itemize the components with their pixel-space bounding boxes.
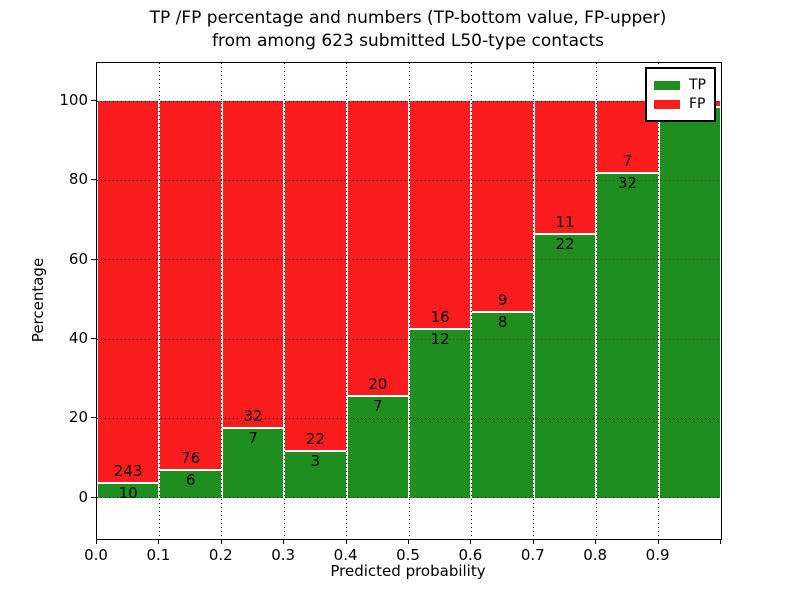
chart-title-line1: TP /FP percentage and numbers (TP-bottom…: [149, 8, 667, 28]
y-tick-mark: [91, 338, 96, 340]
bar-segment-tp: [159, 468, 222, 498]
y-tick-mark: [91, 258, 96, 260]
x-tick-mark: [283, 539, 285, 544]
tp-count-label: 12: [430, 329, 450, 348]
x-tick-mark: [158, 539, 160, 544]
y-tick-label: 40: [68, 329, 88, 348]
y-tick-label: 80: [68, 170, 88, 189]
bar-segment-tp: [284, 450, 347, 498]
tp-count-label: 7: [373, 396, 383, 415]
fp-count-label: 11: [555, 213, 575, 232]
x-tick-label: 0.7: [520, 546, 545, 564]
fp-count-label: 7: [622, 152, 633, 171]
x-tick-mark: [532, 539, 534, 544]
bar-segment-fp: [471, 101, 534, 312]
tp-count-label: 8: [497, 313, 508, 332]
bar-segment-fp: [159, 101, 222, 469]
x-axis-label: Predicted probability: [330, 562, 486, 580]
x-tick-label: 0.3: [271, 546, 296, 564]
fp-count-label: 20: [368, 374, 388, 393]
chart-title: TP /FP percentage and numbers (TP-bottom…: [96, 7, 720, 53]
x-tick-label: 0.2: [208, 546, 233, 564]
tp-legend-label: TP: [689, 77, 706, 93]
x-tick-label: 0.8: [583, 546, 608, 564]
x-tick-mark: [345, 539, 347, 544]
x-tick-label: 0.5: [396, 546, 420, 564]
legend: TP FP: [645, 67, 716, 122]
y-tick-mark: [91, 100, 96, 102]
legend-item-tp: TP: [654, 77, 706, 93]
x-tick-label: 0.6: [458, 546, 483, 564]
legend-item-fp: FP: [654, 96, 706, 112]
tp-count-label: 7: [248, 428, 258, 447]
bar-segment-tp: [221, 426, 285, 498]
bar-segment-tp: [658, 106, 721, 498]
x-tick-mark: [720, 539, 721, 544]
fp-legend-label: FP: [689, 96, 706, 112]
plot-area: 243107663272232071612981122732179 TP FP: [96, 62, 722, 540]
bar-segment-tp: [409, 327, 472, 498]
fp-legend-swatch-icon: [654, 99, 680, 109]
tp-count-label: 32: [617, 174, 637, 193]
fp-count-label: 9: [497, 291, 508, 310]
fp-count-label: 16: [430, 307, 450, 326]
bar-segment-fp: [346, 101, 409, 395]
tp-count-label: 22: [555, 235, 575, 254]
x-tick-label: 0.1: [146, 546, 171, 564]
x-tick-label: 0.4: [333, 546, 358, 564]
x-tick-mark: [408, 539, 409, 544]
y-tick-label: 100: [59, 91, 88, 110]
fp-count-label: 32: [243, 406, 263, 425]
fp-count-label: 243: [113, 462, 143, 481]
x-tick-label: 0.9: [645, 546, 670, 564]
bars-layer: [97, 63, 721, 539]
x-tick-mark: [220, 539, 222, 544]
bar-segment-tp: [533, 233, 597, 498]
bar-segment-fp: [409, 101, 472, 328]
x-tick-mark: [657, 539, 659, 544]
fp-count-label: 22: [305, 430, 325, 449]
y-tick-label: 60: [68, 249, 88, 268]
chart-title-line2: from among 623 submitted L50-type contac…: [212, 31, 604, 51]
y-tick-label: 0: [78, 487, 88, 506]
fp-count-label: 76: [181, 448, 201, 467]
tp-count-label: 10: [118, 484, 138, 503]
y-tick-mark: [91, 417, 96, 419]
x-tick-mark: [595, 539, 597, 544]
bar-segment-tp: [346, 394, 409, 498]
x-tick-mark: [96, 539, 97, 544]
y-tick-mark: [91, 496, 96, 498]
tp-count-label: 3: [310, 452, 321, 471]
y-tick-label: 20: [68, 408, 88, 427]
tp-count-label: 6: [185, 470, 196, 489]
x-tick-mark: [470, 539, 472, 544]
tp-legend-swatch-icon: [654, 80, 680, 90]
bar-value-labels-layer: 243107663272232071612981122732179: [97, 63, 721, 539]
y-axis-label: Percentage: [29, 257, 47, 343]
bar-segment-fp: [284, 101, 347, 451]
bar-segment-tp: [471, 311, 534, 498]
bar-segment-fp: [533, 101, 597, 234]
bar-segment-tp: [97, 482, 160, 498]
bar-segment-fp: [596, 101, 659, 173]
bar-segment-fp: [221, 101, 285, 427]
x-tick-label: 0.0: [84, 546, 108, 564]
bar-segment-tp: [596, 172, 659, 498]
y-tick-mark: [91, 179, 96, 181]
